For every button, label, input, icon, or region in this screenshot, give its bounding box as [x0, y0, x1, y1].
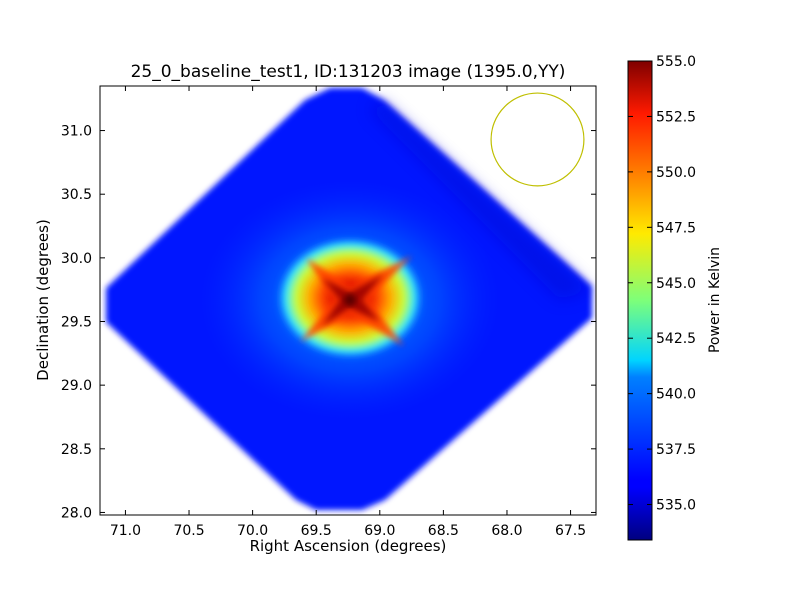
y-tick-label: 29.0 [61, 378, 92, 394]
x-axis-ticks: 71.0 70.5 70.0 69.5 69.0 68.5 68.0 67.5 [110, 86, 586, 539]
colorbar-tick-label: 555.0 [656, 54, 696, 70]
colorbar-tick-label: 537.5 [656, 442, 696, 458]
colorbar-ticks: 535.0 537.5 540.0 542.5 545.0 547.5 550.0 552.5… [628, 54, 696, 514]
chart-title: 25_0_baseline_test1, ID:131203 image (13… [131, 62, 566, 82]
y-axis-ticks: 28.0 28.5 29.0 29.5 30.0 30.5 31.0 [61, 124, 596, 521]
colorbar-tick-label: 542.5 [656, 331, 696, 347]
x-tick-label: 71.0 [110, 523, 141, 539]
y-axis-label: Declination (degrees) [34, 219, 52, 381]
plot-frame [99, 85, 597, 516]
x-axis-label: Right Ascension (degrees) [250, 537, 447, 555]
beam-circle [490, 92, 585, 187]
colorbar-gradient [628, 61, 652, 540]
x-tick-label: 69.5 [301, 523, 332, 539]
x-tick-label: 69.0 [364, 523, 395, 539]
colorbar-tick-label: 552.5 [656, 109, 696, 125]
y-tick-label: 30.5 [61, 187, 92, 203]
colorbar-frame [627, 60, 653, 541]
x-tick-label: 68.5 [428, 523, 459, 539]
plot-area [99, 85, 597, 516]
y-tick-label: 28.5 [61, 442, 92, 458]
y-tick-label: 29.5 [61, 315, 92, 331]
x-tick-label: 70.5 [173, 523, 204, 539]
colorbar-label: Power in Kelvin [707, 247, 723, 353]
x-tick-label: 70.0 [237, 523, 268, 539]
colorbar-tick-label: 547.5 [656, 220, 696, 236]
source-peak [344, 294, 356, 306]
y-tick-label: 31.0 [61, 124, 92, 140]
colorbar: 535.0 537.5 540.0 542.5 545.0 547.5 550.0 552.5… [627, 54, 723, 541]
colorbar-tick-label: 535.0 [656, 498, 696, 514]
x-tick-label: 67.5 [555, 523, 586, 539]
colorbar-tick-label: 545.0 [656, 276, 696, 292]
sky-field-shading [370, 100, 590, 300]
y-tick-label: 30.0 [61, 251, 92, 267]
colorbar-tick-label: 550.0 [656, 165, 696, 181]
x-tick-label: 68.0 [491, 523, 522, 539]
y-tick-label: 28.0 [61, 505, 92, 521]
colorbar-tick-label: 540.0 [656, 387, 696, 403]
